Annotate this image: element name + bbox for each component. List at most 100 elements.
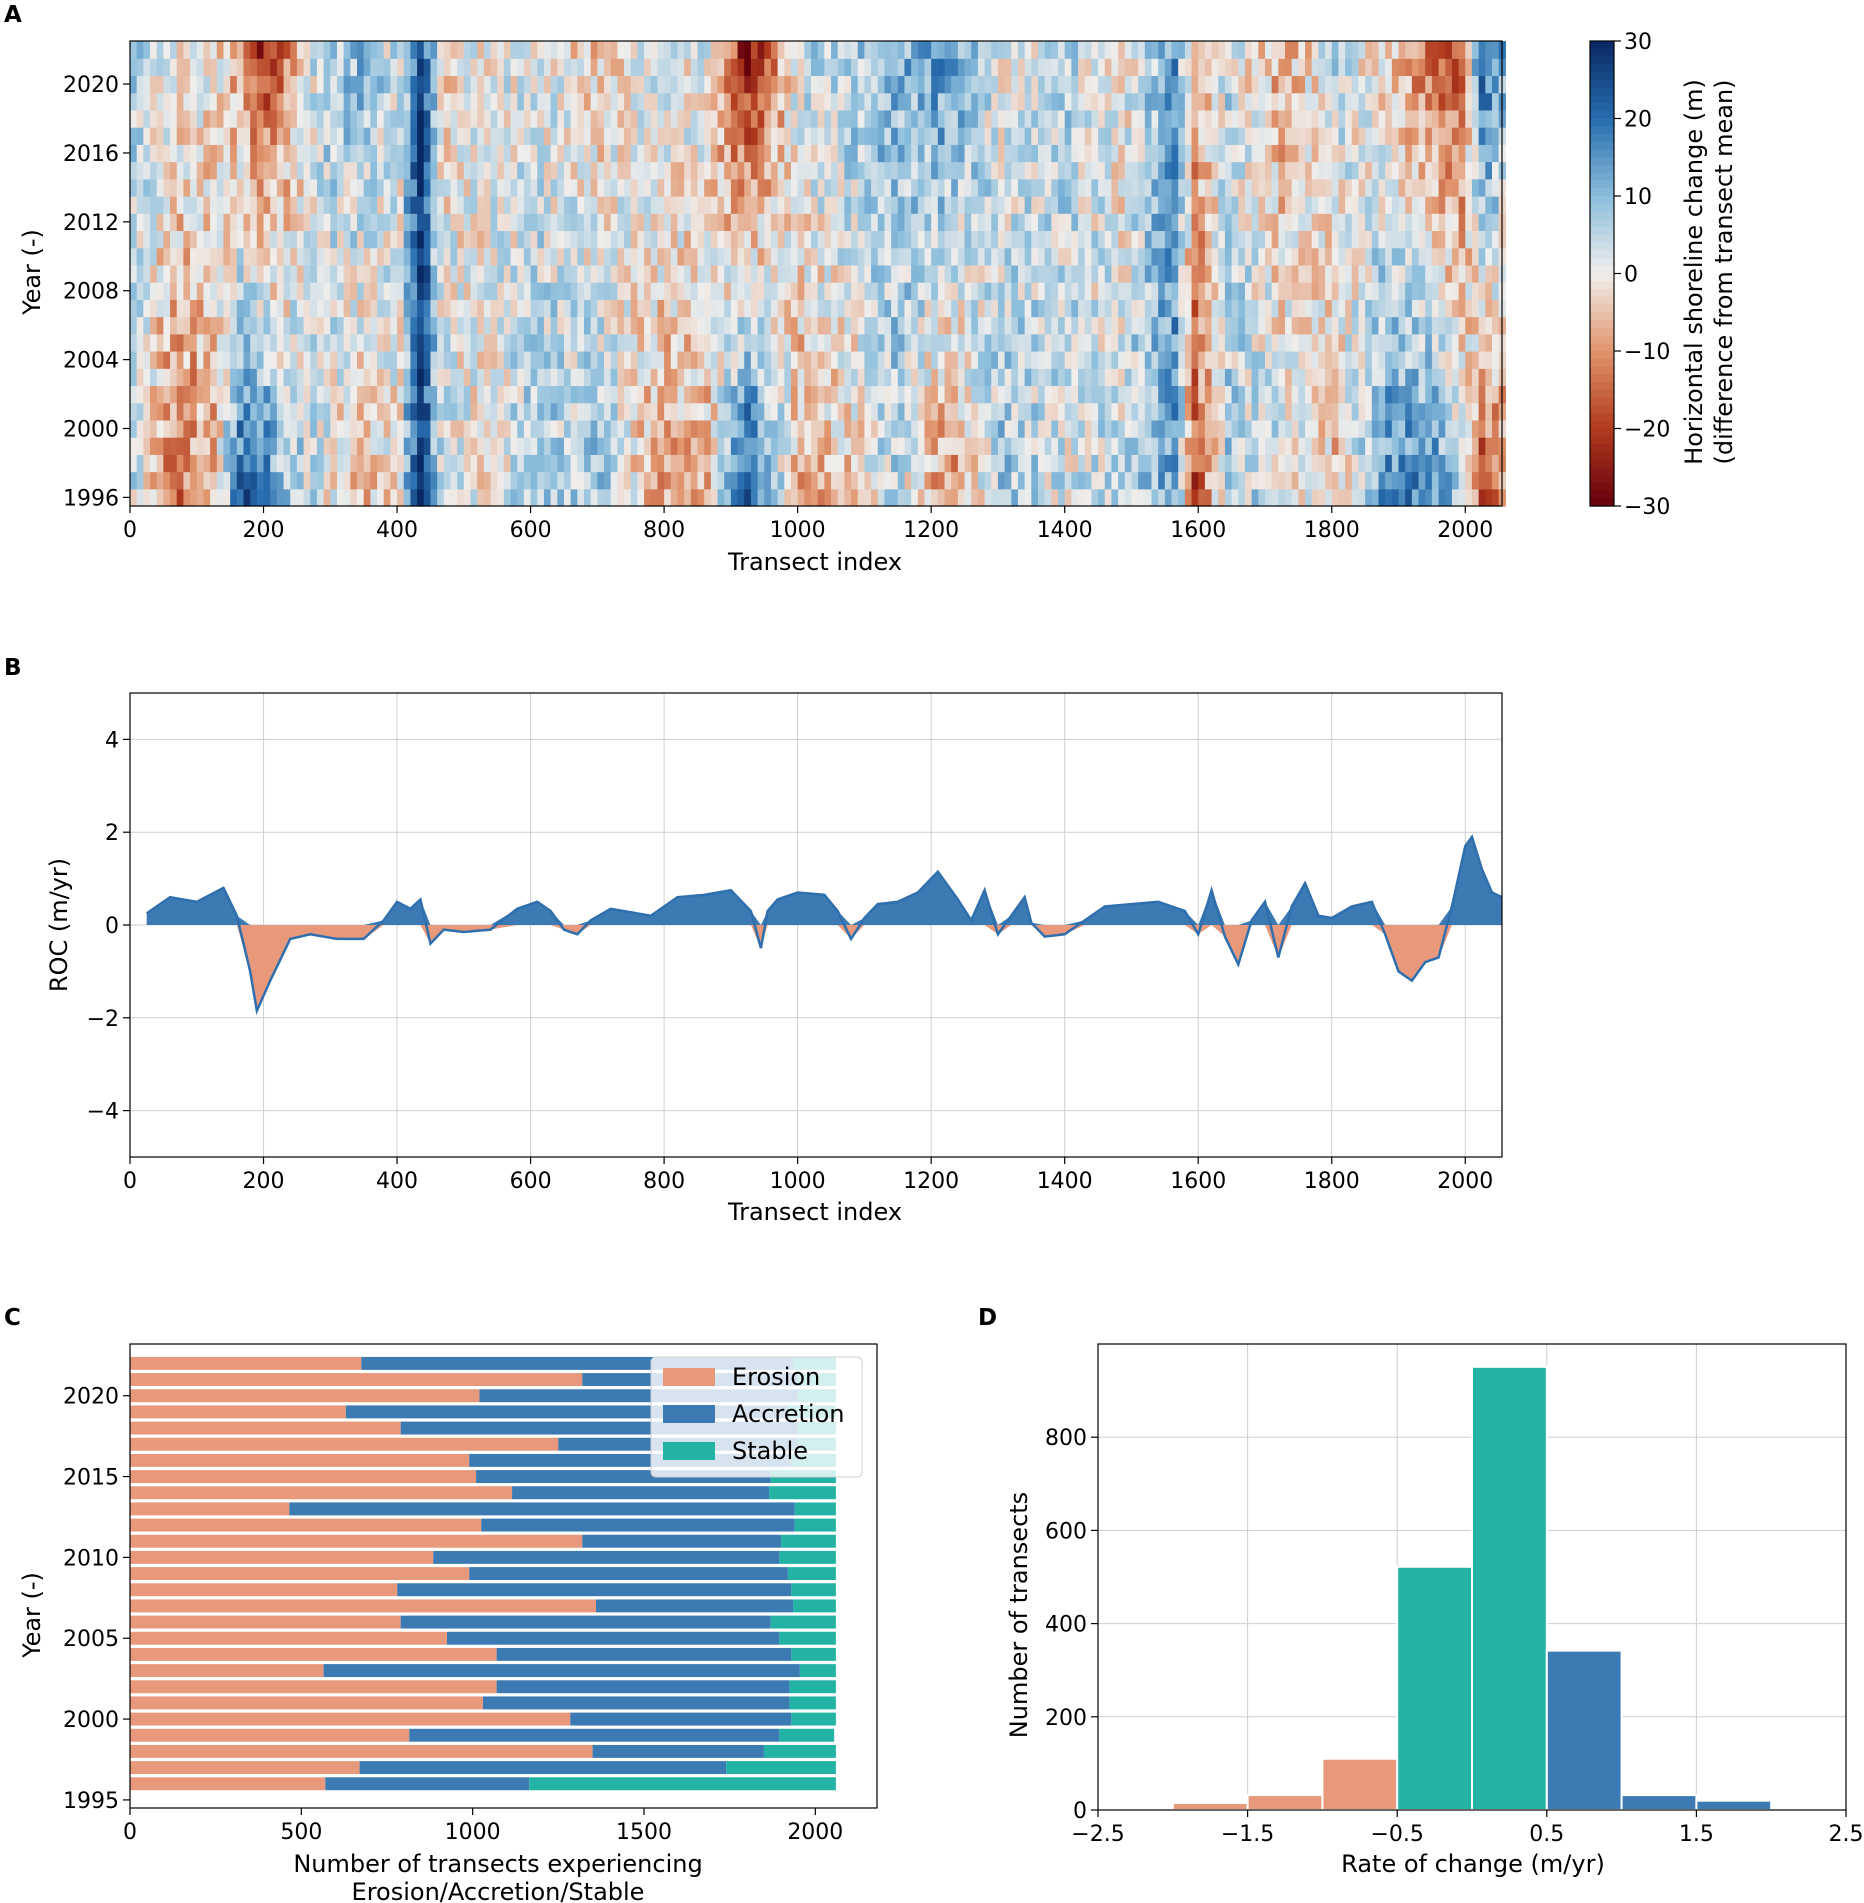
- heatmap-cell: [617, 333, 625, 352]
- heatmap-cell: [477, 127, 485, 145]
- heatmap-cell: [430, 127, 438, 145]
- heatmap-cell: [563, 109, 572, 128]
- heatmap-cell: [363, 196, 371, 214]
- heatmap-cell: [570, 41, 578, 59]
- heatmap-cell: [964, 109, 972, 128]
- heatmap-cell: [510, 299, 518, 318]
- heatmap-cell: [1325, 230, 1333, 249]
- heatmap-cell: [630, 282, 639, 300]
- heatmap-cell: [483, 402, 492, 421]
- heatmap-cell: [1325, 419, 1333, 438]
- heatmap-cell: [864, 144, 872, 163]
- heatmap-cell: [1111, 437, 1119, 455]
- heatmap-cell: [1358, 454, 1366, 473]
- heatmap-cell: [1338, 368, 1346, 387]
- heatmap-cell: [590, 402, 598, 421]
- heatmap-cell: [316, 247, 325, 266]
- heatmap-cell: [1305, 282, 1313, 300]
- heatmap-cell: [637, 247, 645, 266]
- heatmap-cell: [1291, 144, 1299, 163]
- heatmap-cell: [750, 454, 759, 473]
- heatmap-cell: [316, 161, 325, 180]
- heatmap-cell: [590, 75, 598, 94]
- heatmap-cell: [924, 213, 932, 232]
- heatmap-cell: [430, 92, 438, 111]
- heatmap-cell: [1024, 75, 1032, 94]
- heatmap-cell: [316, 58, 325, 77]
- heatmap-cell: [1091, 282, 1099, 300]
- heatmap-cell: [1204, 351, 1213, 369]
- heatmap-cell: [951, 333, 959, 352]
- heatmap-cell: [1124, 316, 1133, 335]
- heatmap-cell: [296, 488, 305, 507]
- heatmap-cell: [1291, 178, 1299, 197]
- heatmap-cell: [303, 144, 311, 163]
- heatmap-cell: [1218, 351, 1226, 369]
- heatmap-cell: [1118, 196, 1126, 214]
- heatmap-cell: [1318, 178, 1326, 197]
- heatmap-cell: [497, 92, 505, 111]
- heatmap-cell: [644, 471, 652, 490]
- heatmap-cell: [1325, 299, 1333, 318]
- heatmap-cell: [216, 385, 225, 404]
- heatmap-cell: [784, 144, 792, 163]
- heatmap-cell: [1264, 161, 1273, 180]
- heatmap-cell: [223, 402, 231, 421]
- heatmap-cell: [550, 92, 558, 111]
- heatmap-cell: [1144, 402, 1153, 421]
- heatmap-cell: [837, 264, 845, 283]
- heatmap-cell: [824, 161, 832, 180]
- heatmap-cell: [964, 316, 972, 335]
- heatmap-cell: [490, 282, 498, 300]
- heatmap-cell: [1278, 299, 1286, 318]
- heatmap-cell: [897, 41, 906, 59]
- heatmap-cell: [1144, 385, 1153, 404]
- heatmap-cell: [630, 213, 639, 232]
- heatmap-cell: [443, 282, 452, 300]
- heatmap-cell: [991, 213, 999, 232]
- heatmap-cell: [1338, 437, 1346, 455]
- heatmap-cell: [937, 299, 946, 318]
- heatmap-cell: [570, 419, 578, 438]
- heatmap-cell: [537, 75, 545, 94]
- heatmap-cell: [443, 109, 452, 128]
- heatmap-cell: [443, 196, 452, 214]
- heatmap-cell: [1351, 127, 1360, 145]
- heatmap-cell: [490, 92, 498, 111]
- heatmap-cell: [457, 75, 465, 94]
- heatmap-cell: [1098, 109, 1106, 128]
- heatmap-cell: [163, 316, 171, 335]
- heatmap-cell: [884, 454, 892, 473]
- heatmap-cell: [944, 264, 952, 283]
- heatmap-cell: [1298, 58, 1306, 77]
- heatmap-cell: [263, 41, 271, 59]
- heatmap-cell: [1271, 230, 1279, 249]
- heatmap-cell: [336, 385, 345, 404]
- heatmap-cell: [290, 282, 298, 300]
- heatmap-cell: [1231, 282, 1239, 300]
- heatmap-cell: [390, 385, 398, 404]
- heatmap-cell: [744, 264, 752, 283]
- heatmap-cell: [256, 368, 265, 387]
- heatmap-cell: [323, 247, 331, 266]
- heatmap-cell: [804, 351, 812, 369]
- heatmap-cell: [1084, 58, 1093, 77]
- heatmap-cell: [891, 419, 899, 438]
- heatmap-cell: [1178, 402, 1186, 421]
- heatmap-cell: [336, 178, 345, 197]
- heatmap-cell: [984, 316, 992, 335]
- heatmap-cell: [604, 213, 612, 232]
- heatmap-cell: [256, 144, 265, 163]
- heatmap-cell: [750, 264, 759, 283]
- heatmap-cell: [1338, 178, 1346, 197]
- heatmap-cell: [1264, 282, 1273, 300]
- heatmap-cell: [1104, 144, 1113, 163]
- heatmap-cell: [310, 41, 318, 59]
- heatmap-cell: [183, 488, 191, 507]
- heatmap-cell: [777, 109, 785, 128]
- heatmap-cell: [744, 230, 752, 249]
- heatmap-cell: [583, 385, 592, 404]
- heatmap-cell: [717, 41, 725, 59]
- heatmap-cell: [290, 368, 298, 387]
- heatmap-cell: [590, 58, 598, 77]
